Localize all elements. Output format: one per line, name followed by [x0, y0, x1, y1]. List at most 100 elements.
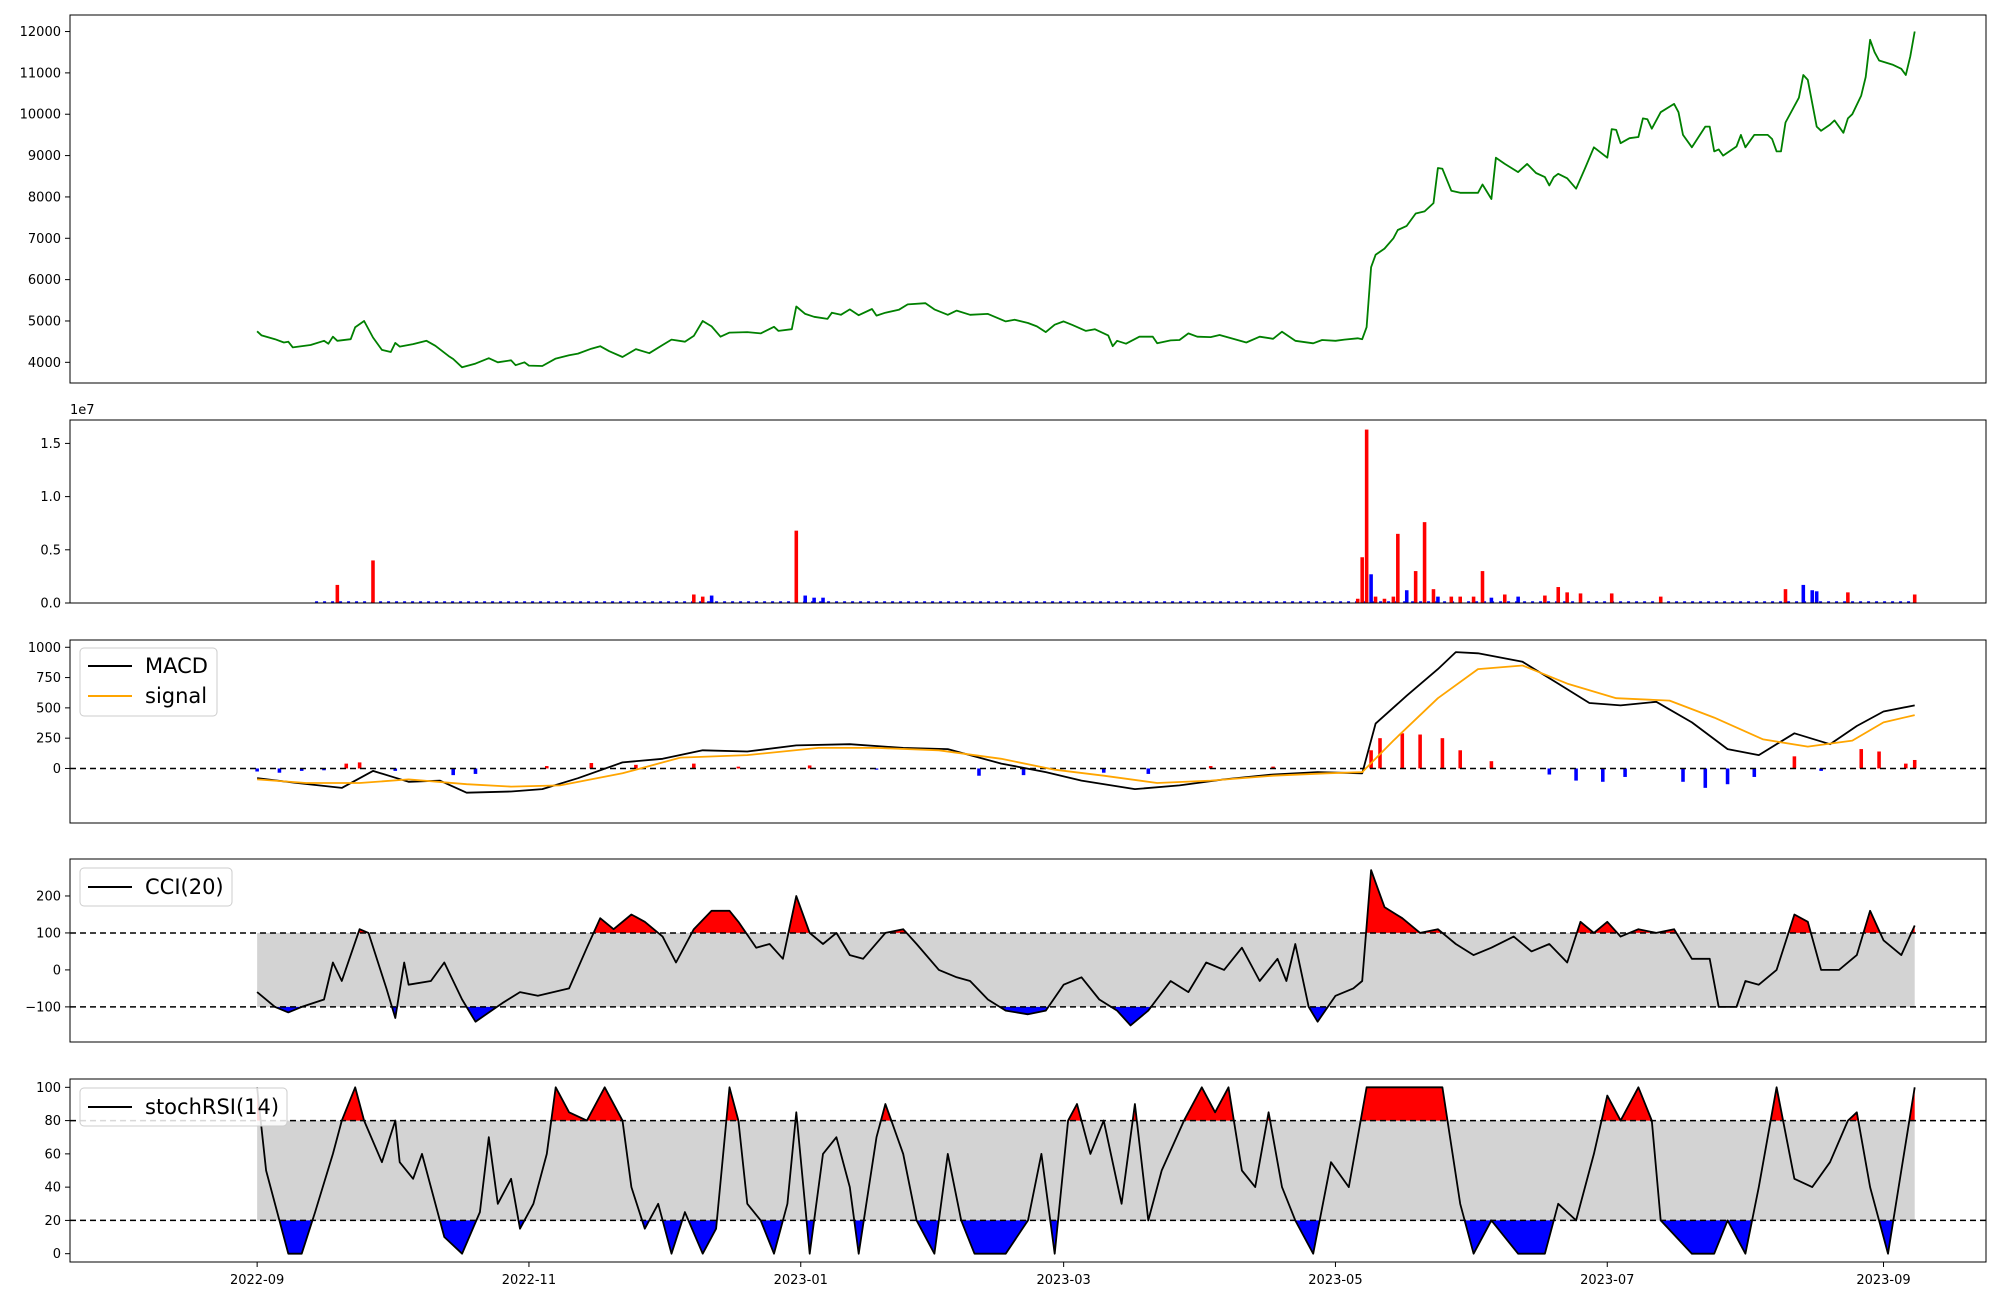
stochrsi-ytick-label: 20 — [44, 1214, 61, 1229]
volume-bar — [1609, 593, 1614, 603]
volume-bar — [1489, 597, 1494, 603]
macd-histogram-bar — [1792, 756, 1797, 769]
cci-line — [256, 869, 1916, 1027]
macd-histogram-bar — [344, 763, 349, 769]
macd-histogram-bar — [1912, 759, 1917, 769]
macd-histogram-bar — [1681, 768, 1685, 782]
macd-histogram-bar — [1819, 768, 1823, 771]
volume-bar — [1404, 590, 1409, 603]
macd-ytick-label: 0 — [53, 762, 61, 777]
macd-histogram-bar — [1208, 766, 1213, 769]
x-tick-label: 2023-03 — [1036, 1273, 1090, 1288]
x-tick-label: 2022-11 — [502, 1273, 556, 1288]
x-tick-label: 2023-05 — [1308, 1273, 1362, 1288]
volume-bar — [794, 530, 799, 603]
cci-ytick-label: 100 — [36, 926, 61, 941]
macd-histogram-bar — [357, 762, 362, 769]
stochrsi-ytick-label: 60 — [44, 1147, 61, 1162]
volume-bar — [1364, 429, 1369, 603]
cci-legend-box — [79, 867, 233, 907]
volume-bar — [1449, 596, 1454, 603]
price-ytick-label: 5000 — [28, 314, 61, 329]
macd-legend: MACD signal — [79, 647, 218, 717]
volume-ytick-label: 1.5 — [40, 437, 61, 452]
x-axis: 2022-09 2022-11 2023-01 2023-03 2023-05 2023-… — [230, 1262, 1911, 1288]
volume-axes-frame — [69, 419, 1987, 604]
x-tick-label: 2022-09 — [230, 1273, 284, 1288]
macd-histogram-bar — [1601, 768, 1605, 782]
macd-histogram-bar — [1623, 768, 1627, 777]
macd-histogram-bar — [393, 768, 398, 771]
macd-histogram-bar — [977, 768, 981, 776]
volume-bar — [1846, 592, 1850, 603]
stochrsi-line — [256, 1086, 1916, 1255]
x-tick-label: 2023-07 — [1580, 1273, 1634, 1288]
macd-histogram-bar — [1458, 750, 1462, 769]
volume-bar — [1355, 598, 1360, 603]
macd-histogram-bar — [277, 768, 282, 773]
macd-histogram-bar — [634, 764, 638, 769]
volume-bar — [692, 594, 696, 603]
volume-bar — [1556, 587, 1561, 603]
macd-histogram-bar — [1146, 768, 1151, 774]
macd-ytick-label: 1000 — [28, 641, 61, 656]
volume-bar — [1373, 596, 1378, 603]
macd-ytick-label: 750 — [36, 671, 61, 686]
cci-ytick-label: 200 — [36, 889, 61, 904]
stochrsi-axes-frame — [69, 1078, 1987, 1263]
x-tick-label: 2023-09 — [1856, 1273, 1910, 1288]
volume-bar — [1431, 589, 1436, 603]
price-ytick-label: 8000 — [28, 190, 61, 205]
macd-histogram-bar — [1369, 750, 1373, 769]
volume-bar — [1516, 596, 1520, 603]
price-ytick-label: 9000 — [28, 149, 61, 164]
stochrsi-legend-label: stochRSI(14) — [145, 1095, 279, 1119]
volume-panel: 0.0 0.5 1.0 1.5 1e7 — [40, 403, 1987, 612]
macd-histogram-bar — [255, 768, 259, 772]
macd-histogram-bar — [1574, 768, 1578, 781]
stochrsi-ytick-label: 80 — [44, 1114, 61, 1129]
macd-histogram-bar — [1725, 768, 1730, 785]
volume-bar — [1422, 522, 1427, 603]
price-series-line — [256, 31, 1916, 369]
stochrsi-ytick-label: 100 — [36, 1081, 61, 1096]
macd-histogram-bar — [1440, 738, 1445, 769]
volume-bar — [1382, 598, 1387, 603]
macd-histogram-bar — [1021, 768, 1026, 776]
macd-histogram-bar — [322, 768, 326, 771]
volume-bar — [1912, 594, 1917, 603]
cci-legend-label: CCI(20) — [145, 875, 224, 899]
volume-bar — [1658, 596, 1663, 603]
macd-histogram-bar — [736, 766, 741, 769]
volume-bar — [803, 595, 807, 603]
macd-histogram-bar — [1101, 768, 1106, 773]
macd-histogram-bar — [1400, 733, 1405, 769]
macd-histogram-bar — [1271, 766, 1275, 769]
price-ytick-label: 12000 — [20, 25, 61, 40]
macd-histogram-bar — [874, 768, 879, 770]
volume-bar — [700, 596, 705, 603]
macd-histogram-bar — [299, 768, 304, 771]
volume-bar — [371, 560, 375, 603]
price-ytick-label: 4000 — [28, 356, 61, 371]
stochrsi-legend-box — [79, 1087, 288, 1127]
volume-bar — [1391, 596, 1396, 603]
macd-signal-line — [257, 664, 1915, 788]
macd-panel: 0 250 500 750 1000 MACD signal — [28, 639, 1987, 824]
macd-axes-frame — [69, 639, 1987, 824]
macd-ytick-label: 500 — [36, 701, 61, 716]
cci-axes-frame — [69, 858, 1987, 1043]
macd-histogram-bar — [544, 766, 549, 769]
price-ytick-label: 10000 — [20, 108, 61, 123]
volume-bar — [1436, 596, 1440, 603]
volume-bar — [1783, 589, 1788, 603]
volume-bar — [1458, 596, 1462, 603]
stochrsi-legend: stochRSI(14) — [79, 1087, 288, 1127]
volume-bar — [821, 597, 825, 603]
volume-bar — [1814, 591, 1819, 603]
macd-histogram-bar — [1877, 751, 1881, 769]
volume-bar — [1360, 557, 1364, 603]
stochrsi-oversold-fill — [257, 1220, 1915, 1254]
macd-histogram-bar — [1904, 763, 1908, 769]
